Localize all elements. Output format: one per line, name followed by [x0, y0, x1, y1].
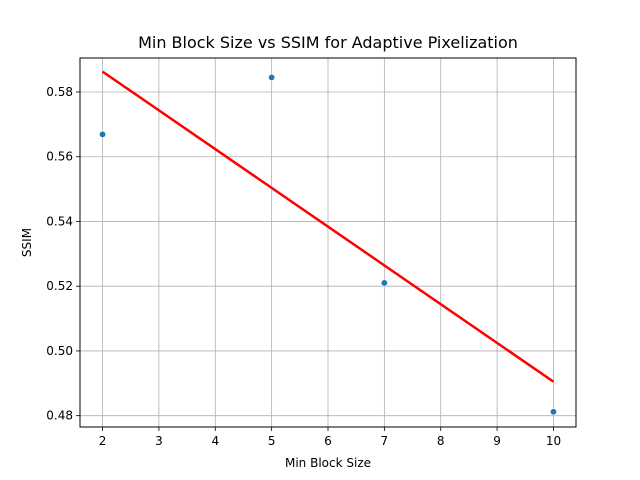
regression-line [101, 70, 555, 383]
x-tick-label: 9 [493, 434, 501, 448]
x-tick-label: 5 [268, 434, 276, 448]
y-tick-label: 0.50 [46, 344, 73, 358]
y-axis-label: SSIM [20, 228, 34, 257]
plot-series [99, 70, 557, 416]
x-axis-label: Min Block Size [285, 456, 371, 470]
data-point [268, 73, 276, 81]
data-point [99, 130, 107, 138]
x-tick-label: 7 [381, 434, 389, 448]
x-tick-label: 10 [546, 434, 561, 448]
y-tick-label: 0.56 [46, 150, 73, 164]
data-point [549, 408, 557, 416]
chart-title: Min Block Size vs SSIM for Adaptive Pixe… [138, 33, 518, 52]
data-point [380, 279, 388, 287]
x-tick-label: 4 [211, 434, 219, 448]
x-tick-label: 8 [437, 434, 445, 448]
x-tick-label: 6 [324, 434, 332, 448]
grid [80, 58, 576, 427]
x-tick-label: 2 [99, 434, 107, 448]
ticks: 2 3 4 5 6 7 8 9 10 0.48 0.50 0.52 0.54 0.56 0.58 [46, 85, 561, 448]
y-tick-label: 0.58 [46, 85, 73, 99]
y-tick-label: 0.54 [46, 214, 73, 228]
x-tick-label: 3 [155, 434, 163, 448]
y-tick-label: 0.48 [46, 409, 73, 423]
y-tick-label: 0.52 [46, 279, 73, 293]
